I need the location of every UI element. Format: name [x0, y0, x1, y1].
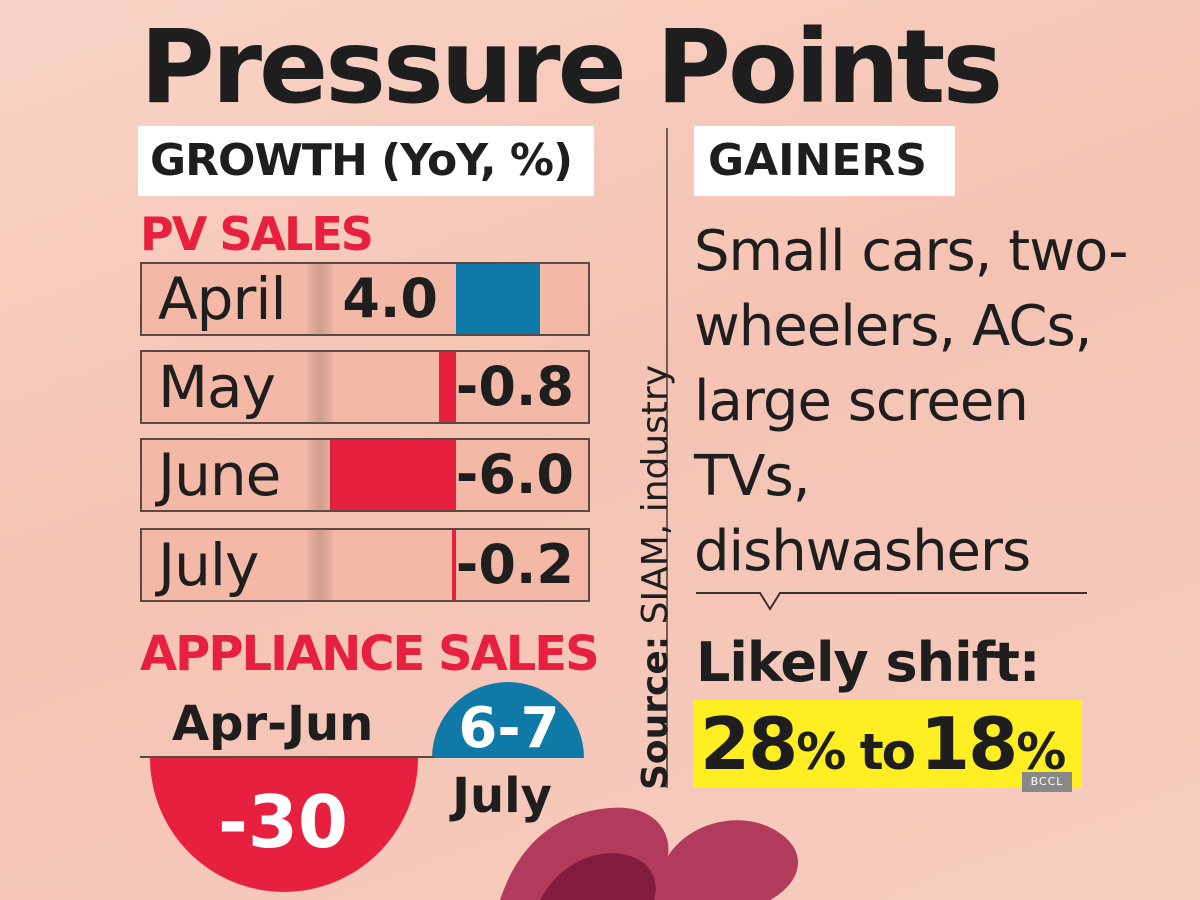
pv-bar-april [456, 264, 540, 334]
gainers-list: Small cars, two-wheelers, ACs, large scr… [694, 219, 1129, 584]
appliance-sales-heading: APPLIANCE SALES [140, 626, 600, 682]
pv-value-label: -0.8 [455, 355, 574, 418]
page-title: Pressure Points [140, 8, 1003, 127]
apr-jun-value: -30 [217, 780, 349, 864]
appliance-slice-july [432, 682, 584, 758]
pv-value-label: 4.0 [342, 267, 438, 330]
pv-month-label: June [158, 441, 281, 509]
bccl-watermark: BCCL [1022, 772, 1072, 792]
growth-label: GROWTH (YoY, %) [138, 126, 595, 196]
july-value: 6-7 [458, 696, 560, 761]
apr-jun-underline [140, 756, 435, 758]
pv-value-label: -6.0 [455, 443, 574, 506]
july-label: July [452, 768, 552, 824]
pv-value-label: -0.2 [455, 533, 574, 596]
pv-bar-july [451, 530, 456, 600]
shift-from-group: 28% to [700, 700, 916, 796]
shift-unit: % [1016, 723, 1066, 781]
pv-row-april: April 4.0 [140, 262, 590, 336]
likely-shift-highlight: 28% to 18% [694, 700, 1082, 788]
shift-from-value: 28 [700, 702, 798, 786]
pv-month-label: April [158, 265, 287, 333]
pv-row-june: June -6.0 [140, 438, 590, 512]
pv-bar-june [330, 440, 456, 510]
fold-shadow [307, 352, 333, 422]
gift-ribbon [540, 853, 656, 900]
pv-row-july: July -0.2 [140, 528, 590, 602]
shift-to-group: 18% [920, 700, 1066, 796]
fold-shadow [307, 264, 333, 334]
pv-month-label: July [158, 531, 259, 599]
column-divider [666, 128, 668, 788]
shift-unit: % [796, 723, 846, 781]
pv-month-label: May [158, 353, 276, 421]
shift-to-word: to [844, 723, 916, 781]
pv-sales-heading: PV SALES [140, 207, 374, 261]
shift-to-value: 18 [920, 702, 1018, 786]
apr-jun-label: Apr-Jun [172, 696, 374, 752]
pv-bar-may [439, 352, 456, 422]
gainers-label: GAINERS [694, 126, 955, 196]
fold-shadow [307, 440, 333, 510]
pv-row-may: May -0.8 [140, 350, 590, 424]
appliance-slice-apr-jun [150, 758, 418, 892]
fold-shadow [307, 530, 333, 600]
likely-shift-label: Likely shift: [696, 631, 1041, 694]
